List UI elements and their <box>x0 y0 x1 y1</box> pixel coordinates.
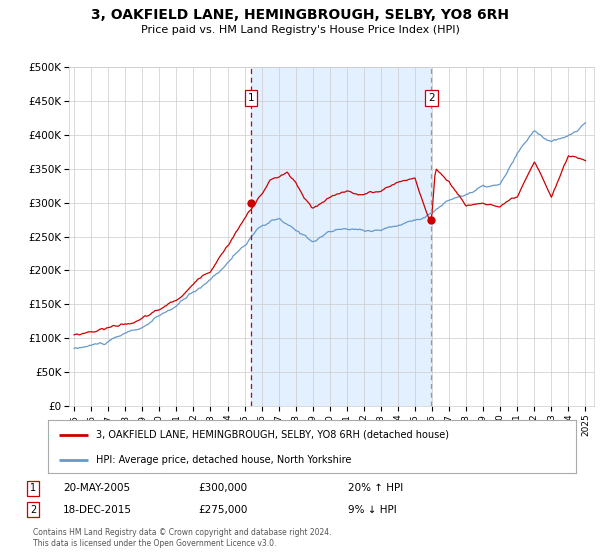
Text: £275,000: £275,000 <box>198 505 247 515</box>
Text: 1: 1 <box>248 93 254 102</box>
Text: Contains HM Land Registry data © Crown copyright and database right 2024.
This d: Contains HM Land Registry data © Crown c… <box>33 528 331 548</box>
Bar <box>251 67 431 406</box>
Text: 20-MAY-2005: 20-MAY-2005 <box>63 483 130 493</box>
Text: 2: 2 <box>30 505 36 515</box>
Text: 1: 1 <box>30 483 36 493</box>
Text: 2: 2 <box>428 93 434 102</box>
Text: 9% ↓ HPI: 9% ↓ HPI <box>348 505 397 515</box>
Text: HPI: Average price, detached house, North Yorkshire: HPI: Average price, detached house, Nort… <box>95 455 351 465</box>
Text: 3, OAKFIELD LANE, HEMINGBROUGH, SELBY, YO8 6RH: 3, OAKFIELD LANE, HEMINGBROUGH, SELBY, Y… <box>91 8 509 22</box>
Text: 3, OAKFIELD LANE, HEMINGBROUGH, SELBY, YO8 6RH (detached house): 3, OAKFIELD LANE, HEMINGBROUGH, SELBY, Y… <box>95 430 449 440</box>
Text: £300,000: £300,000 <box>198 483 247 493</box>
Text: 18-DEC-2015: 18-DEC-2015 <box>63 505 132 515</box>
Text: 20% ↑ HPI: 20% ↑ HPI <box>348 483 403 493</box>
Text: Price paid vs. HM Land Registry's House Price Index (HPI): Price paid vs. HM Land Registry's House … <box>140 25 460 35</box>
